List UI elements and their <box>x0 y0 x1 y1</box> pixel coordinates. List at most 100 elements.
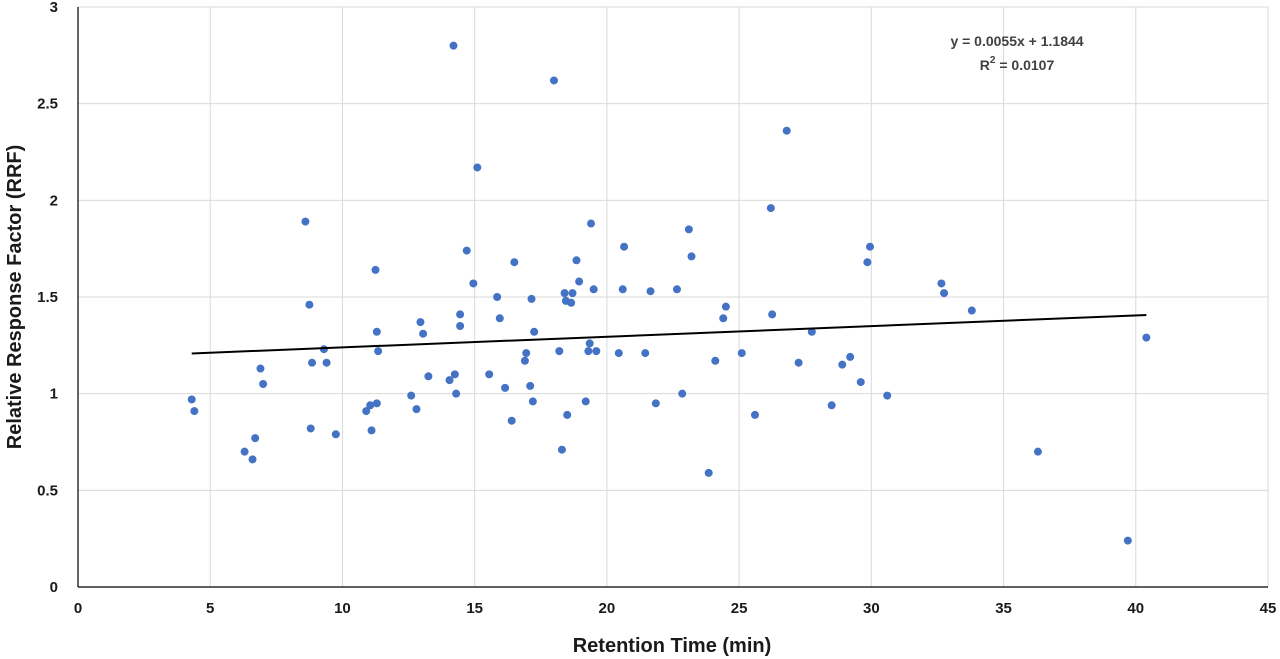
x-axis-title: Retention Time (min) <box>573 635 772 657</box>
data-point <box>445 376 454 385</box>
data-point <box>248 455 257 464</box>
data-point <box>495 314 504 323</box>
data-point <box>937 279 946 288</box>
gridlines <box>78 6 1269 587</box>
data-point <box>618 285 627 294</box>
data-point <box>863 258 872 267</box>
data-point <box>456 310 465 319</box>
x-tick-label: 15 <box>466 600 483 617</box>
data-point <box>374 347 383 356</box>
data-point <box>367 426 376 435</box>
x-tick-label: 10 <box>334 600 351 617</box>
data-point <box>527 294 536 303</box>
data-point <box>883 391 892 400</box>
data-point <box>190 407 199 416</box>
data-point <box>416 318 425 327</box>
data-point <box>572 256 581 265</box>
data-point <box>372 399 381 408</box>
data-point <box>768 310 777 319</box>
data-point <box>646 287 655 296</box>
x-tick-label: 35 <box>995 600 1012 617</box>
data-point <box>782 126 791 135</box>
data-point <box>560 289 569 298</box>
y-tick-label: 3 <box>50 0 58 16</box>
data-point <box>301 217 310 226</box>
data-point <box>240 447 249 456</box>
y-tick-label: 0.5 <box>37 482 58 499</box>
r2-prefix: R <box>980 57 990 73</box>
data-point <box>530 327 539 336</box>
data-point <box>507 416 516 425</box>
axes <box>77 7 1268 588</box>
y-tick-label: 0 <box>50 579 58 596</box>
data-point <box>750 410 759 419</box>
data-point <box>711 356 720 365</box>
data-point <box>259 380 268 388</box>
x-tick-label: 45 <box>1260 600 1277 617</box>
data-point <box>424 372 433 381</box>
data-point <box>641 349 650 358</box>
x-tick-label: 20 <box>599 600 616 617</box>
data-point <box>501 383 510 392</box>
data-point <box>672 285 681 294</box>
data-point <box>449 41 458 50</box>
trendline-equation: y = 0.0055x + 1.1844 <box>950 33 1083 49</box>
data-point <box>684 225 693 234</box>
data-point <box>366 401 375 410</box>
data-point <box>550 76 558 85</box>
y-tick-label: 2 <box>50 192 58 209</box>
data-point <box>412 405 421 414</box>
data-point <box>846 352 855 361</box>
data-point <box>305 300 314 309</box>
data-point <box>520 356 529 365</box>
data-point <box>856 378 865 387</box>
y-tick-label: 1 <box>50 386 58 403</box>
x-tick-label: 25 <box>731 600 748 617</box>
data-point <box>450 370 459 379</box>
data-point <box>322 358 331 367</box>
data-point <box>687 252 696 261</box>
data-point <box>493 293 502 301</box>
data-point <box>585 339 594 348</box>
data-point <box>407 391 416 400</box>
x-tick-label: 0 <box>74 600 82 617</box>
data-point <box>967 306 976 315</box>
data-point <box>592 347 601 356</box>
data-point <box>737 349 746 358</box>
data-point <box>678 389 687 398</box>
data-point <box>522 349 531 358</box>
data-point <box>614 349 623 358</box>
y-tick-label: 2.5 <box>37 96 58 113</box>
y-tick-label: 1.5 <box>37 289 58 306</box>
data-point <box>462 246 471 255</box>
data-point <box>331 430 340 439</box>
data-point <box>1123 536 1132 545</box>
trendline-r2: R2 = 0.0107 <box>980 55 1055 73</box>
data-point <box>866 242 875 251</box>
data-point <box>371 265 380 274</box>
data-point <box>555 347 564 356</box>
data-point <box>528 397 537 406</box>
r2-value: = 0.0107 <box>995 57 1054 73</box>
data-point <box>704 468 713 477</box>
data-point <box>362 407 371 416</box>
data-point <box>557 445 566 454</box>
data-point <box>469 279 478 288</box>
data-point <box>719 314 728 323</box>
data-point <box>575 277 584 286</box>
data-point <box>473 163 482 172</box>
x-tick-label: 30 <box>863 600 880 617</box>
data-point <box>251 434 260 443</box>
data-point <box>567 298 576 307</box>
data-point <box>456 322 465 330</box>
data-points <box>187 41 1151 545</box>
trendline <box>191 314 1147 355</box>
data-point <box>510 258 519 267</box>
data-point <box>581 397 590 406</box>
data-point <box>187 395 196 404</box>
data-point <box>838 360 847 369</box>
tick-labels: 0 5 10 15 20 25 30 35 40 45 0 0.5 1 1.5 2 2.5 3 <box>37 0 1276 617</box>
data-point <box>766 204 775 213</box>
data-point <box>587 219 596 228</box>
